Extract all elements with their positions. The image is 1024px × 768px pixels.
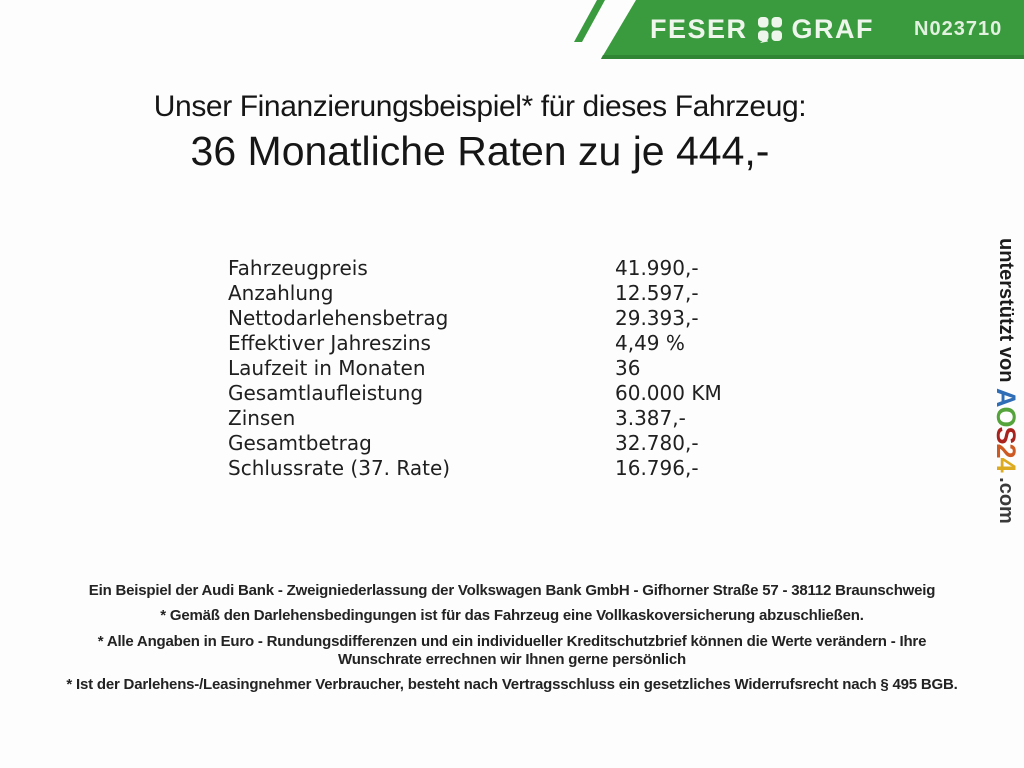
- finance-table: Fahrzeugpreis 41.990,- Anzahlung 12.597,…: [228, 256, 808, 481]
- table-row: Effektiver Jahreszins 4,49 %: [228, 331, 808, 356]
- finance-label: Laufzeit in Monaten: [228, 356, 426, 380]
- table-row: Gesamtlaufleistung 60.000 KM: [228, 381, 808, 406]
- finance-value: 29.393,-: [615, 306, 699, 330]
- finance-label: Gesamtlaufleistung: [228, 381, 424, 405]
- finance-value: 36: [615, 356, 641, 380]
- banner: FESER GRAF N023710: [650, 0, 1002, 58]
- finance-label: Zinsen: [228, 406, 296, 430]
- disclaimer-paragraph: * Gemäß den Darlehensbedingungen ist für…: [160, 607, 864, 625]
- finance-label: Schlussrate (37. Rate): [228, 456, 451, 480]
- table-row: Anzahlung 12.597,-: [228, 281, 808, 306]
- finance-label: Anzahlung: [228, 281, 334, 305]
- brand-logo: FESER GRAF: [650, 14, 874, 45]
- table-row: Laufzeit in Monaten 36: [228, 356, 808, 381]
- brand-name-right: GRAF: [791, 13, 875, 44]
- table-row: Zinsen 3.387,-: [228, 406, 808, 431]
- clover-icon: [757, 17, 782, 43]
- page-title: Unser Finanzierungsbeispiel* für dieses …: [153, 90, 807, 123]
- finance-label: Fahrzeugpreis: [228, 256, 368, 280]
- banner-background: [574, 0, 1024, 59]
- finance-value: 3.387,-: [615, 406, 686, 430]
- finance-value: 4,49 %: [615, 331, 685, 355]
- brand-name-left: FESER: [650, 13, 748, 44]
- finance-label: Nettodarlehensbetrag: [228, 306, 449, 330]
- table-row: Schlussrate (37. Rate) 16.796,-: [228, 456, 808, 481]
- support-credit: unterstützt von AOS24 .com: [990, 238, 1021, 524]
- finance-label: Effektiver Jahreszins: [228, 331, 431, 355]
- finance-value: 16.796,-: [615, 456, 699, 480]
- finance-label: Gesamtbetrag: [228, 431, 372, 455]
- support-prefix: unterstützt von: [995, 238, 1017, 383]
- vehicle-code: N023710: [914, 17, 1003, 40]
- footer-disclaimers: Ein Beispiel der Audi Bank - Zweignieder…: [62, 582, 962, 701]
- finance-value: 41.990,-: [615, 256, 699, 280]
- table-row: Fahrzeugpreis 41.990,-: [228, 256, 808, 281]
- aos24-logo: AOS24: [991, 388, 1021, 472]
- page-subtitle: 36 Monatliche Raten zu je 444,-: [190, 128, 770, 174]
- table-row: Nettodarlehensbetrag 29.393,-: [228, 306, 808, 331]
- finance-value: 32.780,-: [615, 431, 699, 455]
- support-suffix: .com: [995, 477, 1017, 524]
- disclaimer-paragraph: * Ist der Darlehens-/Leasingnehmer Verbr…: [66, 676, 958, 694]
- table-row: Gesamtbetrag 32.780,-: [228, 431, 808, 456]
- heading-block: Unser Finanzierungsbeispiel* für dieses …: [0, 90, 960, 175]
- disclaimer-paragraph: Ein Beispiel der Audi Bank - Zweignieder…: [88, 582, 936, 599]
- disclaimer-paragraph: * Alle Angaben in Euro - Rundungsdiffere…: [97, 632, 927, 668]
- finance-value: 60.000 KM: [615, 381, 722, 405]
- finance-value: 12.597,-: [615, 281, 699, 305]
